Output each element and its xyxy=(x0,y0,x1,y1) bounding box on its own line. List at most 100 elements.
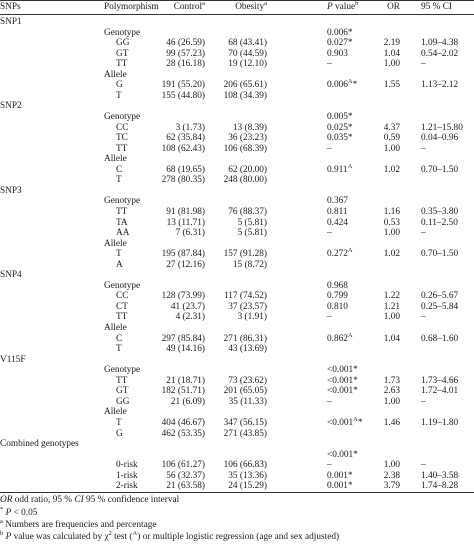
polymorphism-cell: G xyxy=(116,428,123,439)
p-value-text: 0.968 xyxy=(327,280,348,291)
control-cell: 191 (55.20) xyxy=(161,80,205,91)
p-value-text: 0.006* xyxy=(327,27,353,38)
p-value-cell: 0.424 xyxy=(327,217,348,230)
footnote-p-method: b P value was calculated by χ2 test (A) … xyxy=(0,529,474,544)
or-cell: 1.73 xyxy=(383,375,400,386)
p-value-text: 0.799 xyxy=(327,291,348,302)
footnote-frequencies: a Numbers are frequencies and percentage xyxy=(0,518,474,532)
ci-cell: 1.73–4.66 xyxy=(421,375,459,386)
p-value-cell: 0.367 xyxy=(327,195,348,208)
polymorphism-cell: T xyxy=(116,344,122,355)
polymorphism-cell: 1-risk xyxy=(116,470,138,481)
ci-cell: 0.04–0.96 xyxy=(421,133,459,144)
control-cell: 4 (2.31) xyxy=(175,312,205,323)
or-cell: 1.04 xyxy=(383,333,400,344)
polymorphism-cell: GT xyxy=(116,386,129,397)
control-cell: 462 (53.35) xyxy=(161,428,205,439)
or-cell: 1.00 xyxy=(383,59,400,70)
obesity-cell: 36 (23.23) xyxy=(228,133,267,144)
p-value-cell: 0.811 xyxy=(327,206,348,219)
footnote-b-mark: b xyxy=(0,529,4,537)
polymorphism-cell: CC xyxy=(116,122,129,133)
table-row: A 27 (12.16) 15 (8.72) xyxy=(0,259,474,272)
table-row: T 404 (46.67) 347 (56.15) <0.001A* 1.46 1.19–… xyxy=(0,416,474,430)
header-snps: SNPs xyxy=(0,2,21,12)
obesity-cell: 43 (13.69) xyxy=(228,344,267,355)
control-cell: 278 (80.35) xyxy=(161,175,205,186)
p-value-cell: 0.006A* xyxy=(327,78,357,92)
ci-cell: 1.40–3.58 xyxy=(421,470,459,481)
header-polymorphism: Polymorphism xyxy=(104,2,159,12)
table-row: AA 7 (6.31) 5 (5.81) – 1.00 – xyxy=(0,227,474,240)
or-cell: 1.22 xyxy=(383,291,400,302)
p-value-cell: <0.001* xyxy=(327,364,358,377)
obesity-cell: 347 (56.15) xyxy=(223,417,267,428)
ci-cell: 0.70–1.50 xyxy=(421,249,459,260)
polymorphism-cell: Genotype xyxy=(104,280,141,291)
polymorphism-cell: TC xyxy=(116,133,128,144)
header-or: OR xyxy=(387,2,400,12)
polymorphism-cell: 0-risk xyxy=(116,460,138,471)
table-row: T 195 (87.84) 157 (91.28) 0.272A 1.02 0.70–1.… xyxy=(0,247,474,261)
polymorphism-cell: T xyxy=(116,175,122,186)
table-row: TT 28 (16.18) 19 (12.10) – 1.00 – xyxy=(0,58,474,71)
ci-cell: 0.68–1.60 xyxy=(421,333,459,344)
table-row: GT 182 (51.71) 201 (65.05) <0.001* 2.63 1.72–… xyxy=(0,385,474,398)
polymorphism-cell: Allele xyxy=(104,323,127,333)
p-value-sup: A xyxy=(347,162,353,170)
p-value-text: <0.001* xyxy=(327,365,358,376)
or-cell: 1.02 xyxy=(383,249,400,260)
control-cell: 49 (14.16) xyxy=(166,344,205,355)
table-row: Genotype <0.001* xyxy=(0,364,474,377)
obesity-cell: 68 (43.41) xyxy=(228,38,267,49)
p-value-text: <0.001* xyxy=(327,386,358,397)
ci-cell: 0.25–5.84 xyxy=(421,301,459,312)
polymorphism-cell: TT xyxy=(116,312,128,323)
table-row: Allele xyxy=(0,238,474,251)
p-value-sup: A xyxy=(347,331,353,339)
header-obesity: Obesitya xyxy=(235,0,267,14)
table-row: T 49 (14.16) 43 (13.69) xyxy=(0,343,474,356)
table-row: Genotype 0.006* xyxy=(0,27,474,40)
control-cell: 108 (62.43) xyxy=(161,143,205,154)
p-value-cell: 0.001* xyxy=(327,470,353,483)
polymorphism-cell: Allele xyxy=(104,154,127,165)
p-value-cell: 0.903 xyxy=(327,48,348,61)
p-value-cell: – xyxy=(327,459,332,472)
control-cell: 99 (57.23) xyxy=(166,48,205,59)
ci-cell: 1.09–4.38 xyxy=(421,38,459,49)
control-cell: 7 (6.31) xyxy=(175,228,205,238)
control-cell: 182 (51.71) xyxy=(161,386,205,397)
ci-cell: – xyxy=(421,396,426,407)
obesity-cell: 5 (5.81) xyxy=(237,228,267,238)
footnote-or-abbr: OR xyxy=(0,495,13,505)
control-cell: 106 (61.27) xyxy=(161,460,205,471)
or-cell: 0.53 xyxy=(383,217,400,228)
control-cell: 297 (85.84) xyxy=(161,333,205,344)
table-row: Allele xyxy=(0,322,474,335)
p-value-text: 0.005* xyxy=(327,112,353,122)
table-row: G 191 (55.20) 206 (65.61) 0.006A* 1.55 1.13–2… xyxy=(0,78,474,92)
p-value-cell: – xyxy=(327,58,332,71)
ci-cell: 1.72–4.01 xyxy=(421,386,459,397)
or-cell: 1.16 xyxy=(383,206,400,217)
table-row: GG 21 (6.09) 35 (11.33) – 1.00 – xyxy=(0,396,474,409)
p-value-text: <0.001* xyxy=(327,449,358,460)
footnote-b-text-b: test ( xyxy=(114,532,133,542)
polymorphism-cell: GG xyxy=(116,396,130,407)
control-cell: 21 (63.58) xyxy=(166,481,205,492)
control-cell: 46 (26.59) xyxy=(166,38,205,49)
p-value-cell: 0.862A xyxy=(327,331,353,346)
obesity-cell: 106 (68.39) xyxy=(223,143,267,154)
table-row: Genotype 0.005* xyxy=(0,111,474,124)
or-cell: 3.79 xyxy=(383,481,400,492)
p-value-cell: 0.005* xyxy=(327,111,353,124)
or-cell: 2.38 xyxy=(383,470,400,481)
p-value-text: 0.035* xyxy=(327,133,353,144)
p-value-text: 0.911 xyxy=(327,164,348,175)
header-p-value: P valueb xyxy=(327,0,358,14)
polymorphism-cell: 2-risk xyxy=(116,481,138,492)
p-value-text: – xyxy=(327,312,332,323)
footnote-b-sup2: 2 xyxy=(108,529,112,537)
obesity-cell: 271 (86.31) xyxy=(223,333,267,344)
